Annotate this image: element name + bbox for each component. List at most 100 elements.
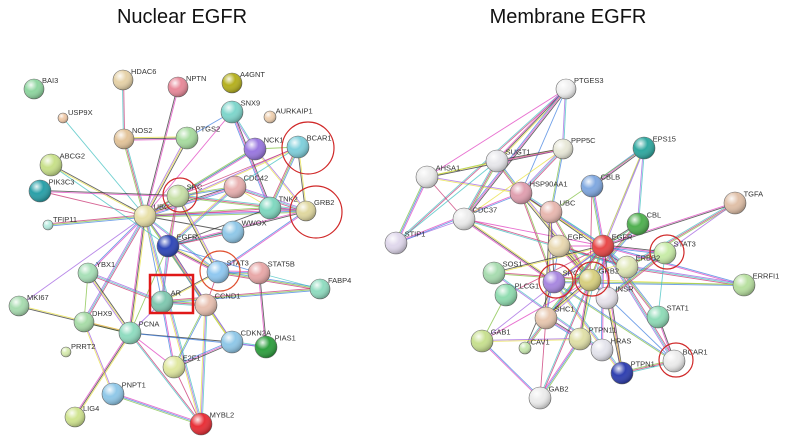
node-ahsa1[interactable]: AHSA1 — [415, 163, 460, 189]
node-nptn[interactable]: NPTN — [167, 74, 206, 98]
node-hras[interactable]: HRAS — [590, 336, 631, 362]
node-fabp4[interactable]: FABP4 — [309, 276, 351, 300]
node-shine — [24, 79, 44, 99]
node-ccnd1[interactable]: CCND1 — [194, 291, 240, 317]
node-eps15[interactable]: EPS15 — [632, 134, 676, 160]
node-plcg1[interactable]: PLCG1 — [494, 281, 539, 307]
node-ubc[interactable]: UBC — [539, 198, 576, 224]
node-nck1[interactable]: NCK1 — [243, 135, 284, 161]
node-shine — [134, 205, 156, 227]
node-abcg2[interactable]: ABCG2 — [39, 151, 85, 177]
node-ar[interactable]: AR — [150, 288, 182, 314]
node-bai3[interactable]: BAI3 — [23, 76, 58, 100]
node-stip1[interactable]: STIP1 — [384, 229, 426, 255]
edge-fabp4-ar — [162, 289, 321, 304]
edge-errfi1-egfr — [603, 244, 745, 285]
edge-dhx9-pnpt1 — [84, 321, 114, 394]
edge-ubc-mybl2 — [143, 216, 201, 425]
node-egf[interactable]: EGF — [547, 232, 583, 258]
node-shc1[interactable]: SHC1 — [534, 304, 575, 330]
node-prrt2[interactable]: PRRT2 — [60, 342, 95, 358]
node-label: STIP1 — [405, 229, 426, 238]
node-ubc[interactable]: UBC — [133, 202, 170, 228]
node-bcar1[interactable]: BCAR1 — [662, 347, 708, 373]
node-src[interactable]: SRC — [166, 182, 203, 208]
node-label: A4GNT — [240, 70, 265, 79]
node-bcar1[interactable]: BCAR1 — [286, 133, 332, 159]
node-ppp5c[interactable]: PPP5C — [552, 136, 596, 160]
node-shine — [385, 232, 407, 254]
node-shine — [78, 263, 98, 283]
node-snx9[interactable]: SNX9 — [220, 98, 260, 124]
node-cav1[interactable]: CAV1 — [518, 337, 550, 355]
node-shine — [416, 166, 438, 188]
node-hdac6[interactable]: HDAC6 — [112, 67, 156, 91]
node-shine — [633, 137, 655, 159]
node-stat3[interactable]: STAT3 — [206, 258, 249, 284]
node-egfr[interactable]: EGFR — [156, 232, 198, 258]
node-ptges3[interactable]: PTGES3 — [555, 76, 604, 100]
node-label: CAV1 — [531, 337, 550, 346]
node-pik3c3[interactable]: PIK3C3 — [28, 177, 74, 203]
node-label: AR — [171, 288, 182, 297]
node-e2f1[interactable]: E2F1 — [162, 353, 201, 379]
edge-abcg2-egfr — [50, 164, 169, 247]
node-ptpn1[interactable]: PTPN1 — [610, 359, 655, 385]
node-shine — [296, 201, 316, 221]
edge-errfi1-erbb2 — [626, 267, 744, 287]
node-tgfa[interactable]: TGFA — [723, 189, 763, 215]
node-mybl2[interactable]: MYBL2 — [189, 410, 234, 436]
node-gab1[interactable]: GAB1 — [470, 327, 511, 353]
node-shine — [663, 350, 685, 372]
edge-ubc-ptgs2 — [143, 137, 187, 216]
edge-ubc-nos2 — [122, 139, 145, 217]
node-cdc37[interactable]: CDC37 — [452, 205, 497, 231]
node-cbl[interactable]: CBL — [626, 210, 661, 236]
edge-fabp4-ar — [161, 288, 321, 303]
edge-tgfa-erbb2 — [626, 202, 736, 268]
edge-gab2-shc1 — [539, 317, 547, 399]
node-shine — [287, 136, 309, 158]
node-ybx1[interactable]: YBX1 — [77, 260, 115, 284]
node-nos2[interactable]: NOS2 — [113, 126, 152, 150]
node-stat5b[interactable]: STAT5B — [247, 259, 295, 285]
node-tnk2[interactable]: TNK2 — [258, 194, 298, 220]
node-sos1[interactable]: SOS1 — [482, 259, 523, 285]
node-shine — [40, 154, 62, 176]
node-sugt1[interactable]: SUGT1 — [485, 147, 531, 173]
node-cblb[interactable]: CBLB — [580, 172, 620, 198]
edge-snx9-tnk2 — [231, 111, 271, 209]
node-usp9x[interactable]: USP9X — [57, 108, 93, 124]
node-cdkn2a[interactable]: CDKN2A — [220, 328, 271, 354]
edge-ahsa1-stip1 — [394, 176, 427, 243]
node-ptgs2[interactable]: PTGS2 — [175, 124, 220, 150]
node-lig4[interactable]: LIG4 — [64, 404, 99, 428]
node-gab2[interactable]: GAB2 — [528, 384, 569, 410]
node-stat1[interactable]: STAT1 — [646, 303, 689, 329]
node-grb2[interactable]: GRB2 — [578, 266, 619, 292]
node-pias1[interactable]: PIAS1 — [254, 333, 296, 359]
edge-pcna-ybx1 — [87, 272, 131, 334]
node-label: BCAR1 — [683, 347, 708, 356]
node-tfip11[interactable]: TFIP11 — [42, 215, 77, 231]
node-shine — [168, 77, 188, 97]
node-errfi1[interactable]: ERRFI1 — [732, 271, 779, 297]
node-ptpn11[interactable]: PTPN11 — [568, 325, 616, 351]
node-label: UBC — [154, 202, 170, 211]
node-cdc42[interactable]: CDC42 — [223, 173, 268, 199]
node-pnpt1[interactable]: PNPT1 — [101, 380, 146, 406]
node-a4gnt[interactable]: A4GNT — [221, 70, 265, 94]
node-insr[interactable]: INSR — [595, 284, 634, 310]
node-pcna[interactable]: PCNA — [118, 319, 159, 345]
edge-dhx9-pnpt1 — [83, 322, 113, 395]
node-mki67[interactable]: MKI67 — [8, 293, 49, 317]
node-wwox[interactable]: WWOX — [221, 218, 267, 244]
node-hsp90aa1[interactable]: HSP90AA1 — [509, 179, 568, 205]
edge-egfr-stat5b — [167, 245, 260, 274]
node-dhx9[interactable]: DHX9 — [73, 309, 112, 333]
node-grb2[interactable]: GRB2 — [295, 198, 334, 222]
node-aurkaip1[interactable]: AURKAIP1 — [263, 106, 313, 124]
node-erbb2[interactable]: ERBB2 — [615, 253, 660, 279]
node-stat3[interactable]: STAT3 — [653, 239, 696, 265]
node-egfr[interactable]: EGFR — [591, 232, 633, 258]
